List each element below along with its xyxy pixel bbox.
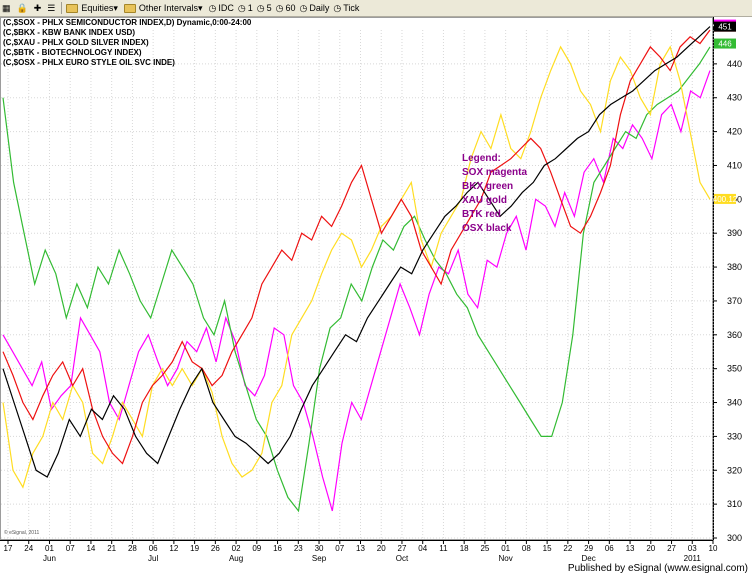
legend-item: XAU gold (462, 195, 507, 206)
header-line: (C,$SOX - PHLX SEMICONDUCTOR INDEX,D) Dy… (3, 18, 252, 27)
price-axis[interactable] (713, 17, 752, 540)
date-axis[interactable] (0, 540, 713, 563)
chart-plot-area[interactable] (0, 17, 713, 540)
header-line: (C,$OSX - PHLX EURO STYLE OIL SVC INDE) (3, 58, 175, 67)
clock-icon: ◷ (299, 2, 308, 13)
clock-icon: ◷ (237, 2, 246, 13)
legend-item: SOX magenta (462, 167, 528, 178)
legend-item: BTK red (462, 209, 501, 220)
daily-button[interactable]: ◷ Daily (297, 1, 331, 15)
interval-5-label: 5 (266, 3, 272, 13)
header-line: (C,$BTK - BIOTECHNOLOGY INDEX) (3, 48, 142, 57)
plus-icon[interactable]: ✚ (33, 2, 42, 13)
watermark: © eSignal, 2011 (4, 530, 40, 536)
other-intervals-menu[interactable]: Other Intervals ▾ (122, 1, 207, 15)
interval-1-label: 1 (247, 3, 253, 13)
legend-item: OSX black (462, 223, 512, 234)
header-line: (C,$BKX - KBW BANK INDEX USD) (3, 28, 135, 37)
daily-label: Daily (309, 3, 330, 13)
symbol-header: (C,$SOX - PHLX SEMICONDUCTOR INDEX,D) Dy… (3, 18, 251, 68)
list-icon[interactable]: ☰ (47, 2, 56, 13)
legend-title: Legend: (462, 153, 501, 164)
other-intervals-label: Other Intervals (138, 3, 198, 13)
header-line: (C,$XAU - PHLX GOLD SILVER INDEX) (3, 38, 149, 47)
folder-icon (66, 3, 79, 13)
tick-button[interactable]: ◷ Tick (331, 1, 361, 15)
tick-label: Tick (343, 3, 360, 13)
idc-button[interactable]: ◷ IDC (206, 1, 235, 15)
dropdown-arrow-icon: ▾ (197, 2, 203, 13)
grid-icon[interactable]: ▦ (2, 2, 11, 13)
interval-5-button[interactable]: ◷ 5 (255, 1, 274, 15)
interval-1-button[interactable]: ◷ 1 (236, 1, 255, 15)
toolbar-divider (61, 2, 63, 14)
chart-legend: Legend: SOX magenta BKX green XAU gold B… (462, 152, 527, 236)
equities-menu[interactable]: Equities ▾ (64, 1, 122, 15)
equities-label: Equities (81, 3, 114, 13)
lock-icon[interactable]: 🔒 (16, 2, 28, 13)
interval-60-label: 60 (285, 3, 296, 13)
idc-label: IDC (218, 3, 234, 13)
status-bar: Published by eSignal (www.esignal.com) (0, 563, 752, 576)
folder-icon (123, 3, 136, 13)
clock-icon: ◷ (208, 2, 217, 13)
clock-icon: ◷ (256, 2, 265, 13)
toolbar: ▦ 🔒 ✚ ☰ Equities ▾ Other Intervals ▾ ◷ ID… (0, 0, 752, 17)
clock-icon: ◷ (333, 2, 342, 13)
dropdown-arrow-icon: ▾ (113, 2, 118, 13)
clock-icon: ◷ (275, 2, 284, 13)
publisher-credit: Published by eSignal (www.esignal.com) (567, 563, 748, 574)
legend-item: BKX green (462, 181, 514, 192)
interval-60-button[interactable]: ◷ 60 (274, 1, 298, 15)
